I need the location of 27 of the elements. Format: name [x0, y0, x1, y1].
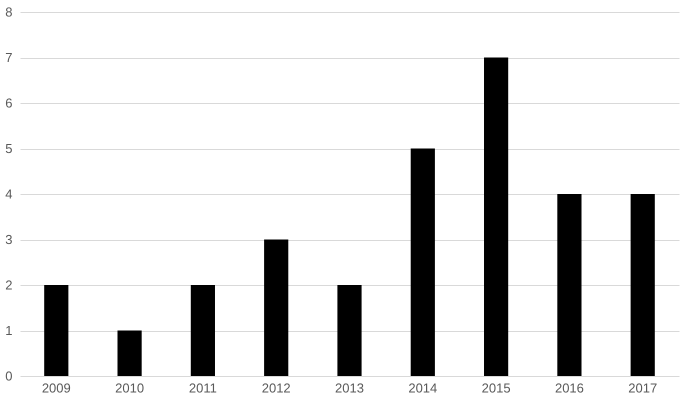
bar [557, 194, 582, 376]
y-tick-label: 1 [5, 323, 12, 338]
bar [337, 285, 362, 376]
y-tick-label: 0 [5, 368, 12, 384]
x-tick-label: 2015 [482, 380, 511, 396]
x-tick-label: 2010 [115, 380, 144, 396]
y-tick-label: 8 [5, 4, 12, 20]
x-tick-label: 2013 [335, 380, 364, 396]
x-tick-label: 2012 [262, 380, 291, 396]
y-tick-label: 3 [5, 232, 12, 247]
y-tick-label: 5 [5, 141, 12, 156]
bar [44, 285, 68, 376]
bar [410, 148, 435, 376]
bar [117, 330, 142, 376]
bar [264, 240, 288, 376]
x-tick-label: 2009 [42, 380, 71, 396]
x-tick-label: 2016 [554, 380, 584, 396]
x-tick-label: 2017 [628, 380, 658, 396]
y-tick-label: 6 [5, 96, 12, 110]
y-tick-label: 2 [5, 278, 12, 292]
bar [190, 285, 215, 376]
y-tick-label: 7 [5, 50, 12, 65]
y-tick-label: 4 [5, 186, 12, 202]
bar [630, 194, 655, 376]
bar [484, 58, 508, 376]
x-tick-label: 2011 [188, 380, 217, 396]
x-tick-label: 2014 [408, 380, 438, 396]
